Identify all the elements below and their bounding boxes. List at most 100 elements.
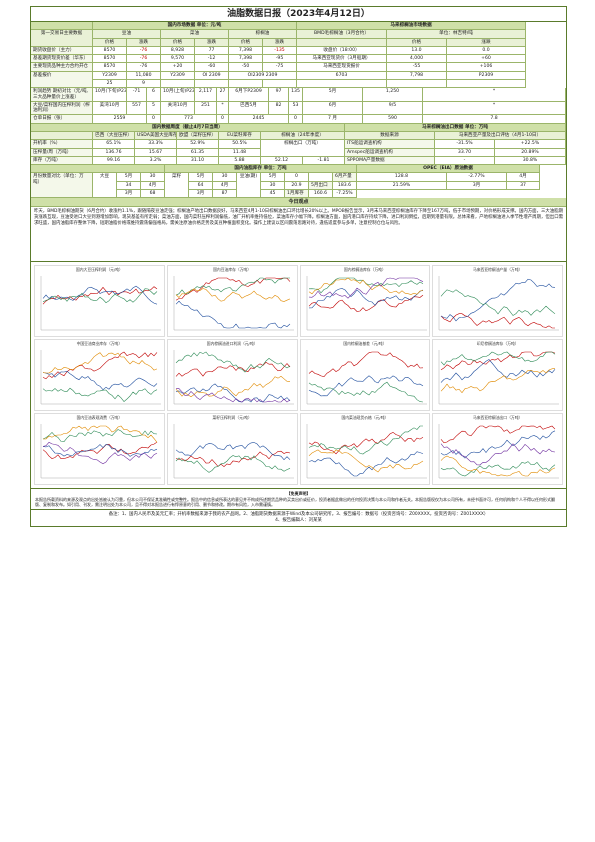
value-cell: 33.3% [135,140,177,149]
chart-series-line [42,425,158,443]
intl-header: 马来棕榈油市场数据 [297,22,526,31]
chart-series-line [308,381,423,403]
weekly-table: 国内数据周度（截止4月7日当周） 马来棕榈油出口数据 单位：万吨 巴西（大豆压榨… [31,123,566,166]
value-cell: 2,117 [195,88,217,102]
chart-panel: 国内菜油现货价格（元/吨） [299,413,431,486]
value-cell: 8,928 [161,46,195,56]
chart-series-line [308,288,423,309]
value-cell: 53 [289,101,303,116]
soy-header: 豆油 [93,30,161,39]
row-label: 库存（万吨） [31,156,93,166]
value-cell: 4,000 [387,55,447,64]
value-cell: * [423,88,566,102]
value-cell: 6月产量 [333,173,357,182]
chart-series-line [42,286,158,305]
value-cell: 34 [117,181,141,190]
chart-axis [439,424,560,479]
chart-series-line [441,359,556,383]
col-header: EU菜籽库存 [219,131,261,141]
value-cell: 2445 [229,115,289,124]
chart-axis [439,276,560,331]
chart-series-line [42,285,158,305]
chart-series-line [175,300,290,329]
chart-plot [306,424,427,479]
value-cell: 9,570 [161,55,195,64]
chart-series-line [175,442,290,461]
market-data-table: 国内市场数据 单位：元/吨 马来棕榈油市场数据 第一交易日主要数据 豆油 菜油 … [31,22,566,89]
value-cell: -12 [195,55,229,64]
chart-title: 国内棕榈油进口利润（元/吨） [206,341,258,347]
col-blank [297,38,387,47]
chart-plot [40,276,161,331]
value-cell: 0 [289,115,303,124]
inventory-table: 国内油脂库存 单位：万吨 OPEC（EIA）原油数据 月份数量对比（单位：万吨）… [31,165,566,199]
chart-plot [173,350,294,405]
chart-series-line [308,277,423,299]
value-cell: OI 2309 [195,71,229,80]
value-cell: 135 [289,88,303,102]
weekly-header: 国内数据周度（截止4月7日当周） [31,123,345,132]
summary-text: 昨天，BMD毛棕榈油期货（6月合约）收涨约1.1%，跟随隔夜豆油走强；棕榈油产地… [31,207,566,263]
rape-header: 菜油 [161,30,229,39]
chart-title: 国内豆油库存（万吨） [213,267,252,273]
value-cell: 27 [217,88,229,102]
col-header: 数据来源 [345,131,435,141]
chart-series-line [175,376,290,398]
chart-panel: 菜籽压榨利润（元/吨） [166,413,298,486]
value-cell: 马来西亚现货价（3月船期） [297,55,387,64]
value-cell: 82 [269,101,289,116]
chart-series-line [175,451,290,468]
value-cell: 3.2% [135,156,177,166]
value-cell: 52.12 [261,156,303,166]
value-cell: -7.25% [333,189,357,199]
row-label: 基差期货现货价差（华东） [31,55,93,64]
value-cell: 0 [217,115,229,124]
value-cell: -31.5% [435,140,495,149]
value-cell: 21.59% [357,181,447,190]
value-cell: * [423,101,566,116]
col-header: USDA美国大豆库存 [135,131,177,141]
chart-series-line [175,383,290,403]
chart-plot [306,350,427,405]
chart-series-line [441,430,556,459]
chart-title: 菜籽压榨利润（元/吨） [212,415,252,421]
chart-title: 中国豆油商业库存（万吨） [76,341,123,347]
chart-axis [40,350,161,405]
col-price: 价格 [93,38,127,47]
value-cell: 0 [285,173,309,182]
value-cell: 7,398 [229,55,263,64]
row-label: 仓单日报（张） [31,115,93,124]
chart-panel: 印尼棕榈油库存（万吨） [432,339,563,412]
value-cell: 33.70 [435,148,495,157]
bmd-header: BMD毛棕榈油（3月合约） [297,30,387,39]
value-cell: 7.8 [423,115,566,124]
chart-axis [173,276,294,331]
chart-panel: 国内豆油库存（万吨） [166,265,298,338]
chart-title: 国内大豆压榨利润（元/吨） [75,267,123,273]
value-cell: -2.77% [447,173,507,182]
value-cell: 6 [147,88,161,102]
disclaimer-text: 本报告所载资料的来源及观点的出处皆被认为可靠，但本公司不保证其准确性或完整性。报… [35,496,555,507]
value-cell: Y2309 [93,71,127,80]
value-cell: 25 [93,79,127,89]
chart-series-line [175,362,290,377]
chart-plot [439,276,560,331]
row-label: 大豆/菜籽国内压榨利润（榨油利润） [31,101,93,116]
value-cell: 20.9 [285,181,309,190]
chart-series-line [441,443,556,466]
value-cell: 4月 [141,181,165,190]
chart-series-line [308,425,423,455]
chart-series-line [308,277,423,296]
value-cell: 10月(下旬)P2309 [93,88,127,102]
value-cell: 8570 [93,46,127,56]
value-cell: OI2309 2309 [229,71,297,80]
chart-grid: 国内大豆压榨利润（元/吨） 国内豆油库存（万吨） 国内棕榈油库存（万吨） 马来西亚棕榈… [31,262,566,490]
value-cell: -76 [127,46,161,56]
value-cell: 773 [161,115,217,124]
chart-series-line [175,277,290,301]
value-cell: 8570 [93,63,127,72]
value-cell: 10月(上旬)P2309 [161,88,195,102]
chart-series-line [441,351,556,371]
chart-series-line [175,351,290,373]
value-cell: -1.81 [303,156,345,166]
